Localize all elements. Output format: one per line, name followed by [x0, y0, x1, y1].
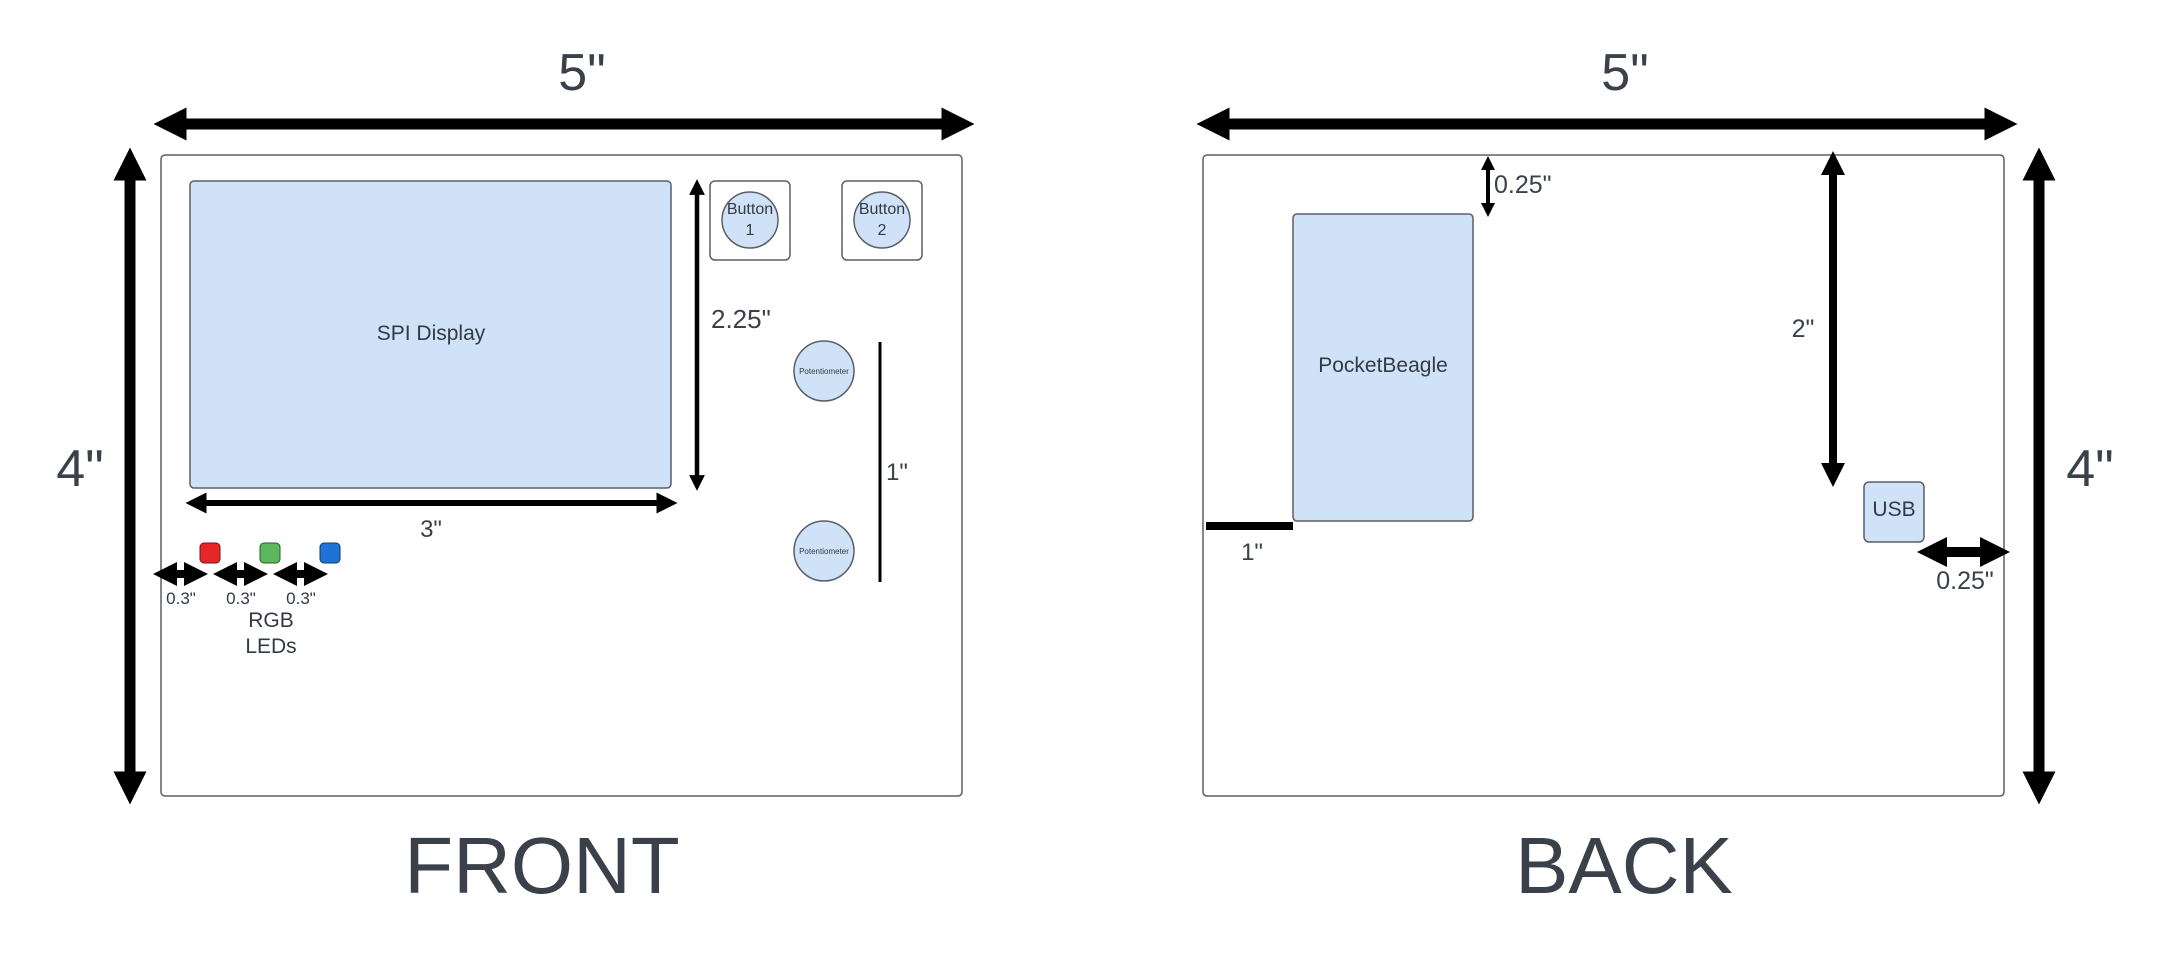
spi-display: [189, 180, 672, 489]
usb-label: USB: [1872, 498, 1915, 521]
potentiometer-1-knob: [793, 340, 855, 402]
led-spacing-label-2: 0.3": [226, 589, 256, 608]
led-spacing-label-3: 0.3": [286, 589, 316, 608]
potentiometer-2: Potentiometer: [793, 520, 855, 582]
board-left-offset-label: 1": [1241, 539, 1263, 566]
back-width-label: 5": [1601, 44, 1648, 102]
usb-port: [1863, 481, 1925, 543]
potentiometer-2-label: Potentiometer: [799, 547, 849, 556]
back-view: 5" 4" PocketBeagle 0.25" 1" 2" USB 0.25"…: [1196, 44, 2114, 910]
button-1: Button 1: [709, 180, 791, 261]
button-2-label-line1: Button: [859, 201, 905, 218]
front-height-label: 4": [56, 440, 103, 498]
pocketbeagle-label: PocketBeagle: [1318, 354, 1448, 377]
button-2-label-line2: 2: [878, 222, 887, 239]
front-view: 5" 4" SPI Display 3" 2.25" Button 1 Butt…: [56, 44, 975, 910]
front-title: FRONT: [404, 821, 680, 910]
pocketbeagle-board: [1292, 213, 1474, 522]
potentiometer-spacing-label: 1": [886, 459, 908, 486]
back-height-label: 4": [2066, 440, 2113, 498]
button-1-label-line2: 1: [746, 222, 755, 239]
spi-display-label: SPI Display: [377, 322, 486, 345]
button-1-label-line1: Button: [727, 201, 773, 218]
red-led: [199, 542, 221, 564]
usb-right-offset-label: 0.25": [1936, 567, 1994, 595]
led-caption-line2: LEDs: [245, 635, 296, 658]
usb-top-offset-label: 2": [1792, 315, 1815, 343]
button-2-cap: [853, 191, 911, 249]
led-spacing-label-1: 0.3": [166, 589, 196, 608]
button-1-cap: [721, 191, 779, 249]
potentiometer-2-knob: [793, 520, 855, 582]
board-top-offset-label: 0.25": [1494, 171, 1552, 199]
back-title: BACK: [1515, 821, 1733, 910]
led-caption-line1: RGB: [248, 609, 294, 632]
potentiometer-1: Potentiometer: [793, 340, 855, 402]
display-height-label: 2.25": [711, 304, 771, 334]
potentiometer-1-label: Potentiometer: [799, 367, 849, 376]
display-width-label: 3": [420, 516, 442, 543]
button-2: Button 2: [841, 180, 923, 261]
blue-led: [319, 542, 341, 564]
green-led: [259, 542, 281, 564]
front-width-label: 5": [558, 44, 605, 102]
